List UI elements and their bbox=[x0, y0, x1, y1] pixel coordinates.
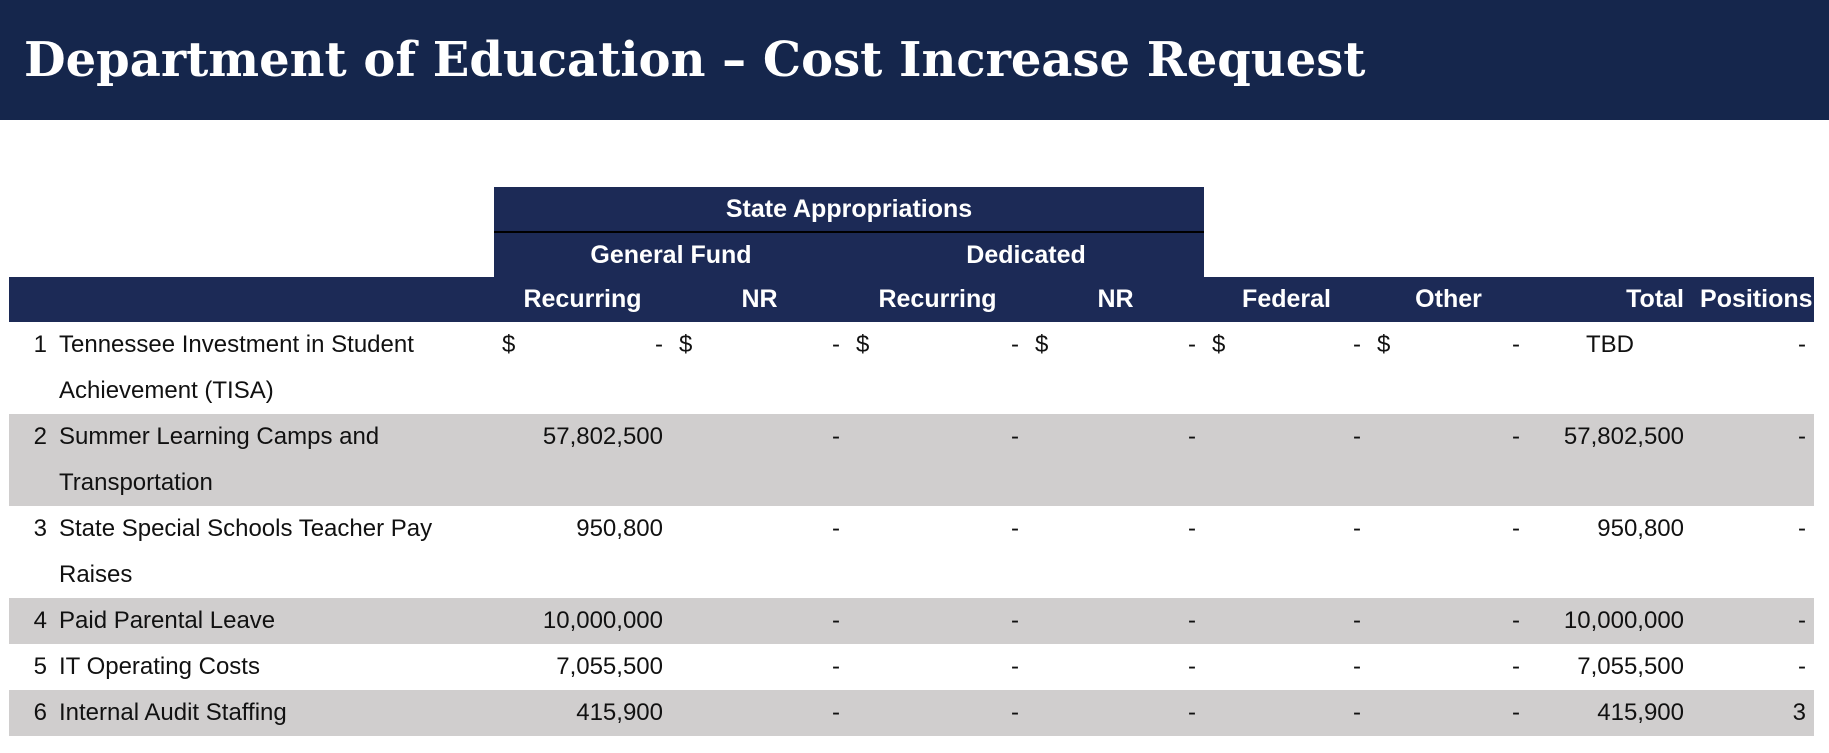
cell-value: - bbox=[1353, 331, 1362, 358]
cell: - bbox=[1353, 653, 1362, 680]
currency-symbol: $ bbox=[1377, 331, 1391, 358]
cell-value: - bbox=[1188, 331, 1197, 358]
subgroup-header: Dedicated bbox=[848, 232, 1205, 277]
row-label: State Special Schools Teacher Pay Raises bbox=[59, 515, 433, 588]
cell: 950,800 bbox=[1597, 515, 1685, 542]
row-number: 3 bbox=[33, 515, 47, 542]
cell: - bbox=[832, 653, 840, 680]
cell-value: - bbox=[1011, 331, 1019, 358]
currency-cell: $ - bbox=[1212, 322, 1361, 368]
cell: 415,900 bbox=[1528, 690, 1693, 736]
cell: $ - bbox=[848, 322, 1027, 414]
row-label: Tennessee Investment in Student Achievem… bbox=[59, 331, 414, 404]
currency-cell: $ - bbox=[856, 322, 1019, 368]
table-row: 6 Internal Audit Staffing 415,900- - - - -415,… bbox=[9, 690, 1815, 736]
column-header: NR bbox=[671, 277, 848, 322]
row-label: Paid Parental Leave bbox=[51, 598, 494, 644]
currency-symbol: $ bbox=[1212, 331, 1226, 358]
cell: - bbox=[1369, 598, 1529, 644]
row-number: 5 bbox=[33, 653, 47, 680]
currency-cell: $ - bbox=[502, 322, 663, 368]
table-row: 5 IT Operating Costs 7,055,500 - - - - - 7,055,5… bbox=[9, 644, 1814, 690]
cell: - bbox=[848, 598, 1027, 644]
cell: - bbox=[1204, 690, 1370, 736]
cell: 57,802,500 bbox=[1528, 414, 1693, 506]
cell: - bbox=[1204, 598, 1370, 644]
cell: - bbox=[832, 515, 840, 542]
column-header: Positions bbox=[1692, 277, 1815, 322]
cell: - bbox=[1512, 653, 1521, 680]
column-header: Other bbox=[1369, 277, 1529, 322]
cell: - bbox=[1512, 515, 1521, 542]
row-number: 6 bbox=[9, 690, 51, 736]
currency-cell: $ - bbox=[679, 322, 840, 368]
cell: 3 bbox=[1692, 690, 1815, 736]
cell: - bbox=[671, 690, 848, 736]
cell: - bbox=[1798, 653, 1807, 680]
column-header: Recurring bbox=[494, 277, 671, 322]
table-row: 3 State Special Schools Teacher Pay Raise… bbox=[9, 506, 1814, 598]
subgroup-header: General Fund bbox=[494, 232, 848, 277]
cost-table: State Appropriations General Fund Dedica… bbox=[9, 187, 1815, 736]
cell-value: - bbox=[655, 331, 663, 358]
cell: - bbox=[1011, 515, 1019, 542]
row-label: Summer Learning Camps and Transportation bbox=[51, 414, 494, 506]
cell: TBD bbox=[1586, 331, 1635, 358]
cell: $ - bbox=[494, 322, 671, 414]
column-header: Total bbox=[1528, 277, 1693, 322]
row-number: 2 bbox=[9, 414, 51, 506]
cell: 415,900 bbox=[494, 690, 671, 736]
cell: - bbox=[1369, 414, 1529, 506]
cell: - bbox=[1798, 331, 1807, 358]
column-header: Federal bbox=[1204, 277, 1370, 322]
cell: $ - bbox=[1027, 322, 1204, 414]
table-row: 1 Tennessee Investment in Student Achieve… bbox=[9, 322, 1814, 414]
cell: 950,800 bbox=[576, 515, 663, 542]
currency-symbol: $ bbox=[1035, 331, 1049, 358]
column-header: Recurring bbox=[848, 277, 1027, 322]
row-number: 4 bbox=[9, 598, 51, 644]
cell: $ - bbox=[671, 322, 848, 414]
page-title: Department of Education – Cost Increase … bbox=[24, 32, 1366, 88]
row-label: IT Operating Costs bbox=[59, 653, 260, 680]
cell: $ - bbox=[1369, 322, 1528, 414]
cell: - bbox=[1188, 653, 1197, 680]
currency-cell: $ - bbox=[1035, 322, 1196, 368]
cell: - bbox=[848, 414, 1027, 506]
cell: - bbox=[1369, 690, 1529, 736]
row-label: Internal Audit Staffing bbox=[51, 690, 494, 736]
cell: - bbox=[1798, 515, 1807, 542]
row-number: 1 bbox=[33, 331, 47, 358]
cell: - bbox=[1353, 515, 1362, 542]
currency-symbol: $ bbox=[679, 331, 693, 358]
cell-value: - bbox=[1512, 331, 1521, 358]
cell: - bbox=[1027, 598, 1205, 644]
cell: - bbox=[671, 414, 848, 506]
cell: - bbox=[1027, 690, 1205, 736]
table-row: 2 Summer Learning Camps and Transportatio… bbox=[9, 414, 1815, 506]
cell: - bbox=[1027, 414, 1205, 506]
cell: - bbox=[671, 598, 848, 644]
cell: 57,802,500 bbox=[494, 414, 671, 506]
cell: $ - bbox=[1204, 322, 1369, 414]
cell: - bbox=[1188, 515, 1197, 542]
cell: - bbox=[1692, 598, 1815, 644]
cell: 10,000,000 bbox=[1528, 598, 1693, 644]
currency-cell: $ - bbox=[1377, 322, 1520, 368]
cell: 7,055,500 bbox=[556, 653, 663, 680]
currency-symbol: $ bbox=[856, 331, 870, 358]
cell-value: - bbox=[832, 331, 840, 358]
cell: 10,000,000 bbox=[494, 598, 671, 644]
cell: - bbox=[848, 690, 1027, 736]
table-row: 4 Paid Parental Leave 10,000,000- - - - -10,00… bbox=[9, 598, 1815, 644]
cell: - bbox=[1011, 653, 1019, 680]
currency-symbol: $ bbox=[502, 331, 516, 358]
column-header: NR bbox=[1027, 277, 1205, 322]
group-header: State Appropriations bbox=[494, 187, 1205, 233]
cell: 7,055,500 bbox=[1577, 653, 1685, 680]
title-bar: Department of Education – Cost Increase … bbox=[0, 0, 1829, 120]
cell: - bbox=[1204, 414, 1370, 506]
cell: - bbox=[1692, 414, 1815, 506]
